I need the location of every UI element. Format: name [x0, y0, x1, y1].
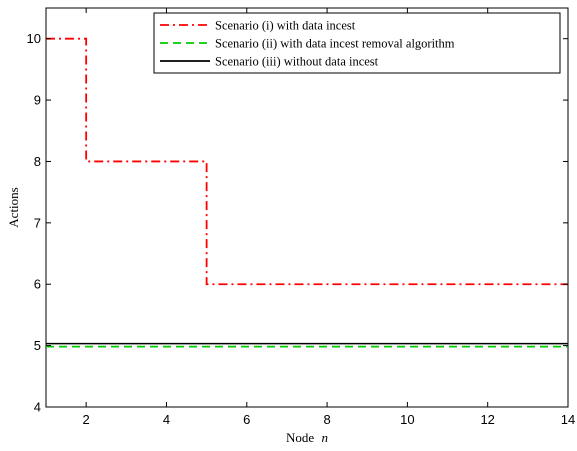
ticks-layer: 2 4 6 8 10 12 14 4 5 6 7 8 9 10	[27, 8, 575, 427]
legend: Scenario (i) with data incest Scenario (i…	[153, 12, 561, 74]
x-tick-label: 14	[561, 412, 575, 427]
x-tick-label: 10	[400, 412, 414, 427]
y-axis-label: Actions	[6, 187, 21, 227]
x-tick-label: 2	[83, 412, 90, 427]
x-tick-label: 12	[480, 412, 494, 427]
series-line-1	[46, 37, 568, 286]
legend-box	[153, 12, 561, 74]
series-layer	[46, 37, 568, 348]
y-tick-label: 10	[27, 31, 41, 46]
x-axis-label: Node n	[286, 430, 328, 445]
legend-items: Scenario (i) with data incest Scenario (i…	[160, 19, 455, 69]
legend-label-3: Scenario (iii) without data incest	[215, 55, 379, 69]
x-axis-label-var: n	[321, 430, 328, 445]
y-tick-label: 8	[34, 154, 41, 169]
x-tick-label: 8	[323, 412, 330, 427]
x-tick-label: 4	[163, 412, 170, 427]
x-tick-label: 6	[243, 412, 250, 427]
y-tick-label: 7	[34, 215, 41, 230]
y-tick-label: 5	[34, 338, 41, 353]
legend-label-1: Scenario (i) with data incest	[215, 19, 356, 33]
y-tick-label: 6	[34, 277, 41, 292]
y-tick-label: 4	[34, 400, 41, 415]
y-tick-label: 9	[34, 93, 41, 108]
x-axis-label-text: Node	[286, 430, 314, 445]
legend-label-2: Scenario (ii) with data incest removal a…	[215, 37, 455, 51]
plot-frame	[45, 7, 569, 408]
